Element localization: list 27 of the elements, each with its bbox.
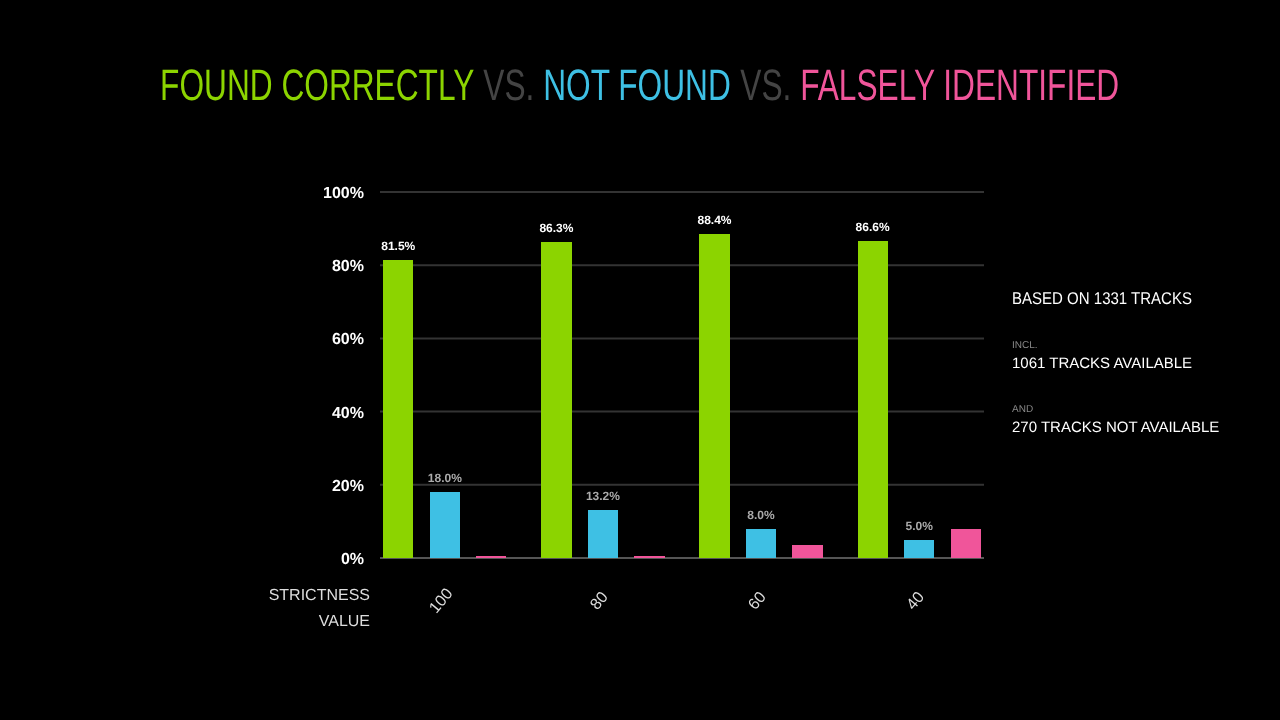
text: FOUND CORRECTLY <box>160 63 475 112</box>
x-tick-label: 100 <box>425 583 458 617</box>
bar <box>950 528 981 558</box>
bar <box>699 234 730 558</box>
y-tick-label: 20% <box>331 476 364 495</box>
y-tick-label: 0% <box>340 550 364 568</box>
bar <box>587 509 619 558</box>
bar <box>541 242 572 558</box>
bar <box>383 259 414 558</box>
bar <box>429 492 460 558</box>
y-tick-label: 60% <box>331 330 364 349</box>
x-tick-label: 40 <box>902 587 929 614</box>
y-tick-label: 40% <box>331 403 364 422</box>
bar <box>857 241 888 558</box>
bar <box>904 539 935 558</box>
text: NOT FOUND <box>543 63 731 112</box>
x-tick-label: 80 <box>586 587 613 614</box>
text: VS. <box>740 63 792 112</box>
bar <box>792 545 823 558</box>
y-tick-label: 100% <box>323 184 364 202</box>
text: BASED ON 1331 TRACKS <box>1012 288 1216 308</box>
text: FALSELY IDENTIFIED <box>800 63 1120 112</box>
bar <box>745 528 777 558</box>
x-axis-title: STRICTNESS VALUE <box>268 586 370 630</box>
x-tick-label: 60 <box>744 587 771 614</box>
text: VS. <box>483 63 535 112</box>
y-tick-label: 80% <box>331 257 364 276</box>
